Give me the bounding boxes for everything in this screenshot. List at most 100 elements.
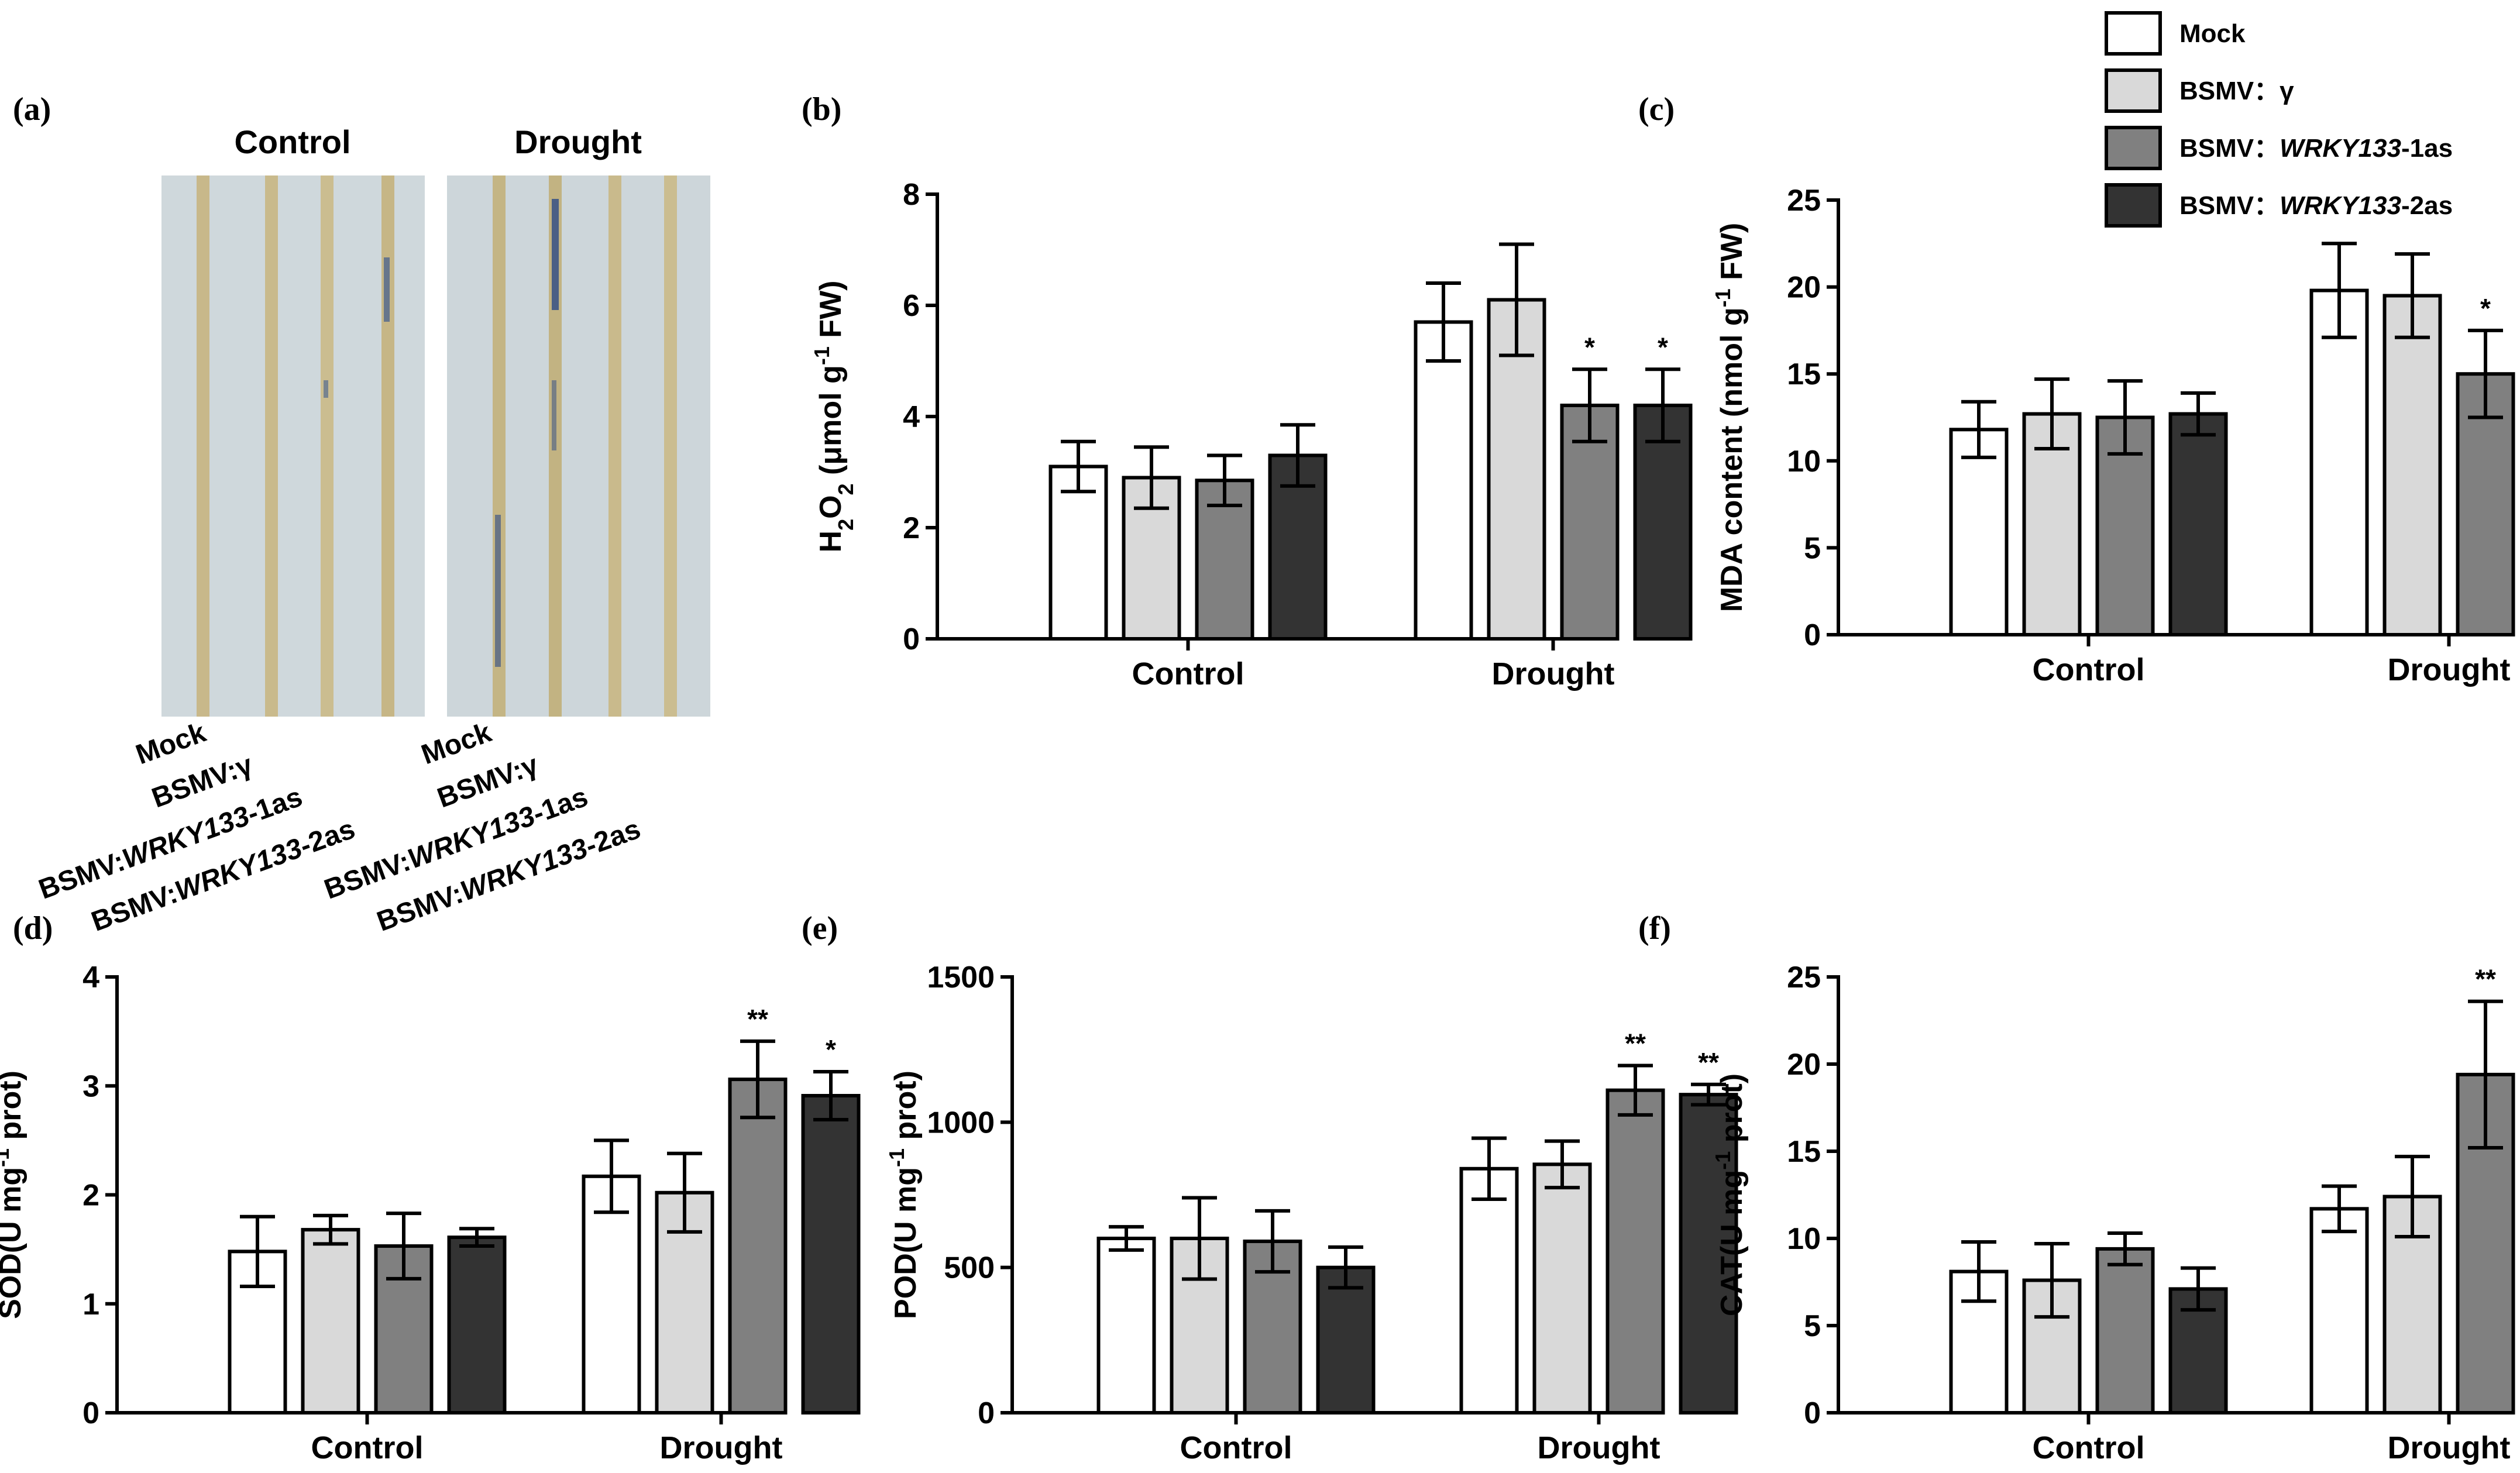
significance-marker: *: [826, 1034, 836, 1065]
y-axis-label-segment: -1: [1711, 288, 1735, 307]
y-axis-label: SOD(U mg-1 prot): [0, 1071, 27, 1319]
error-bar: [2034, 377, 2069, 450]
significance-marker: *: [1584, 332, 1595, 362]
y-tick-label: 2: [82, 1179, 99, 1213]
panel-letter: (c): [1638, 91, 1675, 128]
error-bar: [2322, 1184, 2357, 1234]
bar: [1679, 1093, 1738, 1415]
y-tick-label: 10: [1787, 445, 1821, 479]
error-bar: [386, 1212, 421, 1281]
legend: MockBSMV：γBSMV：WRKY133-1asBSMV：WRKY133-2…: [2105, 11, 2453, 228]
y-tick-label: 0: [978, 1396, 995, 1430]
leaf-label: Mock: [417, 717, 496, 770]
bar: [728, 1078, 788, 1415]
y-axis-label-segment: H: [814, 531, 848, 553]
error-bar: [1572, 367, 1607, 443]
y-tick-label: 0: [903, 622, 920, 656]
error-bar: [1134, 445, 1169, 510]
panel-a: (a) Control Drought MockBSMV:γBSMV:WRKY1…: [13, 91, 710, 938]
text-segment: BSMV：γ: [2179, 77, 2294, 105]
bar: [2168, 412, 2228, 637]
y-axis-label-segment: -1: [885, 1148, 909, 1167]
panel-letter-a: (a): [13, 91, 51, 128]
stain-spot: [552, 199, 559, 310]
error-bar: [1280, 423, 1315, 488]
leaf-strip: [381, 175, 394, 717]
x-group-label: Control: [311, 1430, 424, 1465]
leaf-strip: [321, 175, 334, 717]
chart-panel: (f) 0 5 10 15 20 25 CAT(U mg-1 prot) Control Drou…: [1638, 910, 2515, 1465]
y-axis-label-segment: -1: [810, 346, 834, 365]
y-tick-label: 20: [1787, 1048, 1821, 1082]
y-tick-label: 4: [82, 961, 99, 994]
significance-marker: *: [1658, 332, 1668, 362]
bar: [2309, 288, 2369, 636]
y-tick-label: 4: [903, 400, 920, 434]
y-tick-label: 0: [1804, 618, 1821, 652]
panel-letter: (f): [1638, 910, 1671, 947]
leaf-strip: [197, 175, 209, 717]
y-tick-label: 500: [944, 1251, 995, 1285]
error-bar: [1472, 1136, 1507, 1201]
leaf-strips-drought: [493, 175, 677, 717]
error-bar: [2322, 242, 2357, 339]
y-tick-label: 6: [903, 289, 920, 323]
text-segment: BSMV：: [2179, 191, 2280, 220]
text-segment: BSMV:: [87, 878, 181, 938]
error-bar: [740, 1039, 775, 1120]
significance-marker: **: [747, 1004, 768, 1034]
error-bar: [667, 1151, 702, 1234]
panel-letter: (b): [802, 91, 841, 128]
y-axis-label: POD(U mg-1 prot): [885, 1071, 923, 1319]
y-tick-label: 0: [82, 1396, 99, 1430]
x-group-label: Drought: [1538, 1430, 1660, 1465]
error-bar: [1645, 367, 1680, 443]
text-segment: -1as: [528, 782, 592, 830]
error-bar: [240, 1214, 275, 1288]
panel-letter: (d): [13, 910, 53, 947]
bar: [801, 1094, 861, 1415]
leaf-strip: [664, 175, 677, 717]
error-bar: [1426, 281, 1461, 363]
error-bar: [1691, 1082, 1726, 1107]
text-segment: BSMV：: [2179, 134, 2280, 163]
y-axis-label: H2O2 (μmol g-1 FW): [810, 281, 858, 553]
significance-marker: **: [2475, 964, 2496, 994]
bar: [301, 1228, 360, 1415]
leaf-labels: MockBSMV:γBSMV:WRKY133-1asBSMV:WRKY133-2…: [35, 717, 644, 937]
error-bar: [459, 1227, 494, 1248]
stain-spot: [384, 257, 390, 322]
y-tick-label: 1500: [927, 961, 995, 994]
stain-spot: [552, 380, 556, 450]
bar: [447, 1235, 507, 1415]
bar: [1633, 404, 1693, 641]
text-segment: -1as: [243, 782, 306, 830]
x-group-label: Drought: [1492, 656, 1615, 691]
text-segment: BSMV:: [35, 846, 129, 906]
error-bar: [1618, 1064, 1653, 1117]
bar: [1560, 404, 1620, 641]
y-axis-label-segment: FW): [814, 281, 848, 347]
y-axis-label-segment: MDA content (nmol g: [1715, 307, 1749, 612]
bar: [1459, 1166, 1519, 1415]
error-bar: [1328, 1245, 1363, 1290]
error-bar: [1545, 1139, 1580, 1190]
error-bar: [1961, 1240, 1996, 1303]
error-bar: [2108, 1231, 2143, 1266]
y-axis-label-segment: prot): [0, 1071, 27, 1148]
x-group-label: Drought: [660, 1430, 783, 1465]
photo-condition-control: Control: [234, 123, 350, 160]
significance-marker: **: [1698, 1047, 1719, 1078]
legend-label: BSMV：WRKY133-2as: [2179, 191, 2453, 220]
legend-swatch: [2105, 68, 2162, 113]
y-tick-label: 3: [82, 1069, 99, 1103]
leaf-strips-control: [197, 175, 394, 717]
error-bar: [1961, 400, 1996, 459]
y-tick-label: 2: [903, 511, 920, 545]
stain-spot: [495, 515, 501, 667]
error-bar: [2395, 1154, 2430, 1239]
error-bar: [1109, 1225, 1144, 1252]
